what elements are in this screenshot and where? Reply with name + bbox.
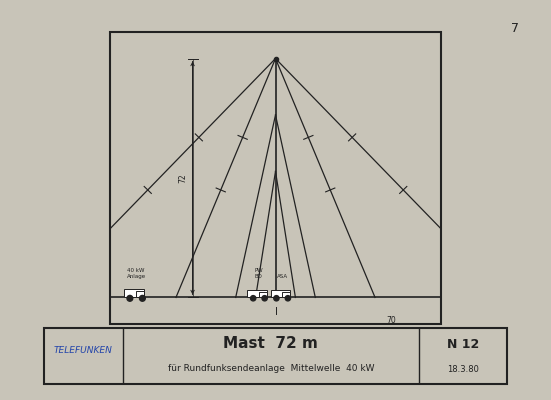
Circle shape	[139, 296, 145, 301]
Text: N 12: N 12	[447, 338, 479, 351]
Bar	[110, 32, 441, 324]
Circle shape	[285, 296, 290, 301]
Text: 70: 70	[387, 316, 397, 325]
Circle shape	[251, 296, 256, 301]
Text: 40 kW
Anlage: 40 kW Anlage	[127, 268, 145, 279]
Bar	[247, 290, 267, 298]
Bar	[123, 289, 144, 298]
Text: TELEFUNKEN: TELEFUNKEN	[54, 346, 113, 355]
Text: 7: 7	[511, 22, 519, 34]
Bar	[136, 291, 144, 298]
Text: für Rundfunksendeanlage  Mittelwelle  40 kW: für Rundfunksendeanlage Mittelwelle 40 k…	[168, 364, 374, 373]
Text: PW
BD: PW BD	[255, 268, 263, 279]
Text: Mast  72 m: Mast 72 m	[224, 336, 318, 351]
Circle shape	[274, 296, 279, 301]
Bar	[44, 328, 507, 384]
Text: 72: 72	[179, 173, 187, 183]
Bar	[282, 292, 290, 298]
Bar	[259, 292, 267, 298]
Bar	[271, 290, 290, 298]
Circle shape	[127, 296, 133, 301]
Text: 18.3.80: 18.3.80	[447, 366, 479, 374]
Circle shape	[262, 296, 267, 301]
Text: ASA: ASA	[277, 268, 288, 279]
